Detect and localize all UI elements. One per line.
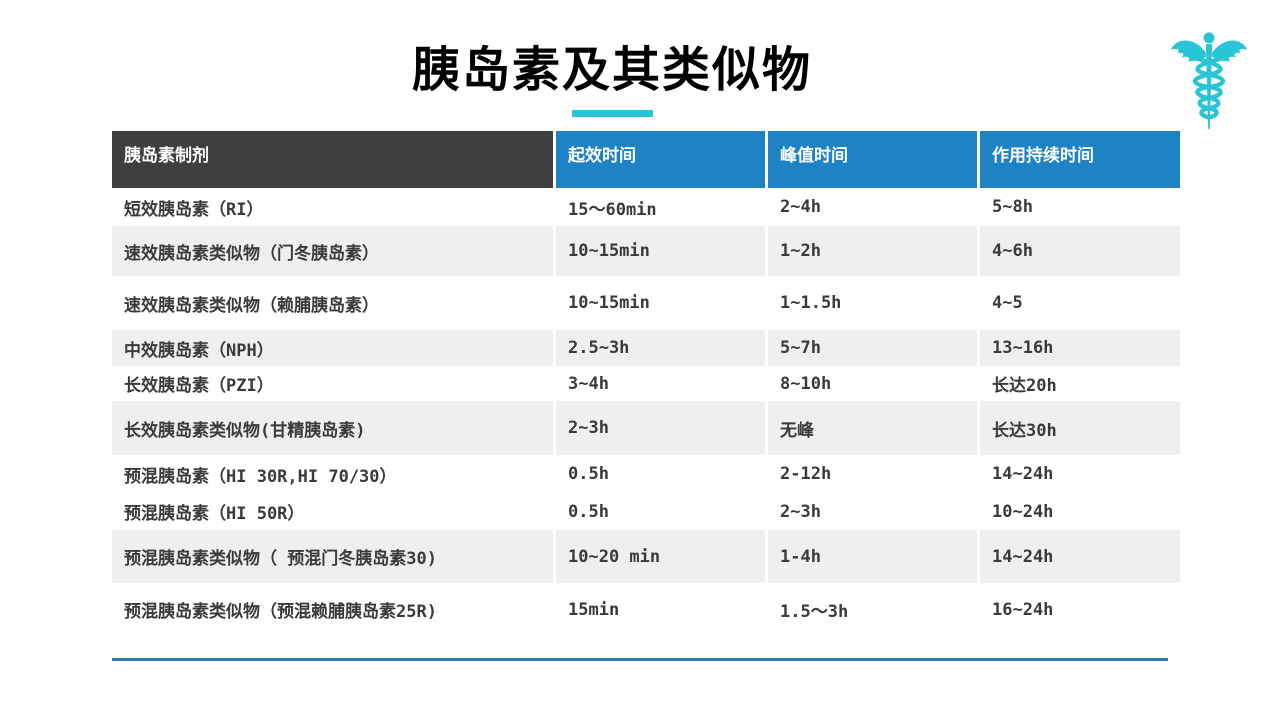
cell-onset: 0.5h [556, 455, 768, 493]
table-header: 胰岛素制剂 起效时间 峰值时间 作用持续时间 [112, 131, 1180, 188]
cell-peak: 1~1.5h [768, 276, 980, 330]
cell-name: 预混胰岛素（HI 30R,HI 70/30） [112, 455, 556, 493]
cell-duration: 13~16h [980, 330, 1180, 366]
cell-name: 速效胰岛素类似物（赖脯胰岛素） [112, 276, 556, 330]
table-row: 长效胰岛素（PZI） 3~4h 8~10h 长达20h [112, 366, 1180, 401]
table-row: 预混胰岛素（HI 30R,HI 70/30） 0.5h 2-12h 14~24h [112, 455, 1180, 493]
cell-peak: 8~10h [768, 366, 980, 401]
column-header-onset: 起效时间 [556, 131, 768, 188]
cell-onset: 15min [556, 583, 768, 636]
cell-duration: 5~8h [980, 188, 1180, 226]
cell-peak: 2~3h [768, 493, 980, 530]
table-row: 预混胰岛素类似物（预混赖脯胰岛素25R) 15min 1.5～3h 16~24h [112, 583, 1180, 636]
cell-peak: 无峰 [768, 401, 980, 455]
table-row: 预混胰岛素类似物（ 预混门冬胰岛素30) 10~20 min 1-4h 14~24h [112, 530, 1180, 583]
cell-peak: 5~7h [768, 330, 980, 366]
insulin-table: 胰岛素制剂 起效时间 峰值时间 作用持续时间 短效胰岛素（RI） 15～60min… [112, 131, 1180, 636]
cell-duration: 长达20h [980, 366, 1180, 401]
cell-onset: 10~15min [556, 276, 768, 330]
cell-name: 预混胰岛素（HI 50R） [112, 493, 556, 530]
cell-name: 速效胰岛素类似物（门冬胰岛素） [112, 226, 556, 276]
cell-name: 预混胰岛素类似物（预混赖脯胰岛素25R) [112, 583, 556, 636]
table-row: 速效胰岛素类似物（赖脯胰岛素） 10~15min 1~1.5h 4~5 [112, 276, 1180, 330]
cell-duration: 4~5 [980, 276, 1180, 330]
table-row: 长效胰岛素类似物(甘精胰岛素) 2~3h 无峰 长达30h [112, 401, 1180, 455]
cell-onset: 10~20 min [556, 530, 768, 583]
cell-name: 长效胰岛素类似物(甘精胰岛素) [112, 401, 556, 455]
cell-onset: 15～60min [556, 188, 768, 226]
table-body: 短效胰岛素（RI） 15～60min 2~4h 5~8h 速效胰岛素类似物（门冬胰岛素）… [112, 188, 1180, 636]
cell-duration: 16~24h [980, 583, 1180, 636]
title-underline [572, 110, 653, 117]
cell-name: 长效胰岛素（PZI） [112, 366, 556, 401]
cell-name: 中效胰岛素（NPH） [112, 330, 556, 366]
cell-onset: 3~4h [556, 366, 768, 401]
caduceus-icon [1170, 26, 1248, 134]
cell-onset: 10~15min [556, 226, 768, 276]
table-row: 速效胰岛素类似物（门冬胰岛素） 10~15min 1~2h 4~6h [112, 226, 1180, 276]
slide-title: 胰岛素及其类似物 [411, 42, 812, 98]
cell-duration: 4~6h [980, 226, 1180, 276]
cell-duration: 10~24h [980, 493, 1180, 530]
cell-peak: 2-12h [768, 455, 980, 493]
bottom-divider [112, 658, 1168, 661]
cell-name: 预混胰岛素类似物（ 预混门冬胰岛素30) [112, 530, 556, 583]
cell-peak: 1~2h [768, 226, 980, 276]
column-header-duration: 作用持续时间 [980, 131, 1180, 188]
table-row: 中效胰岛素（NPH） 2.5~3h 5~7h 13~16h [112, 330, 1180, 366]
column-header-peak: 峰值时间 [768, 131, 980, 188]
cell-name: 短效胰岛素（RI） [112, 188, 556, 226]
cell-peak: 1-4h [768, 530, 980, 583]
cell-peak: 2~4h [768, 188, 980, 226]
column-header-preparation: 胰岛素制剂 [112, 131, 556, 188]
table-row: 预混胰岛素（HI 50R） 0.5h 2~3h 10~24h [112, 493, 1180, 530]
cell-duration: 14~24h [980, 455, 1180, 493]
cell-onset: 0.5h [556, 493, 768, 530]
cell-duration: 长达30h [980, 401, 1180, 455]
cell-onset: 2.5~3h [556, 330, 768, 366]
cell-onset: 2~3h [556, 401, 768, 455]
cell-peak: 1.5～3h [768, 583, 980, 636]
table-row: 短效胰岛素（RI） 15～60min 2~4h 5~8h [112, 188, 1180, 226]
cell-duration: 14~24h [980, 530, 1180, 583]
